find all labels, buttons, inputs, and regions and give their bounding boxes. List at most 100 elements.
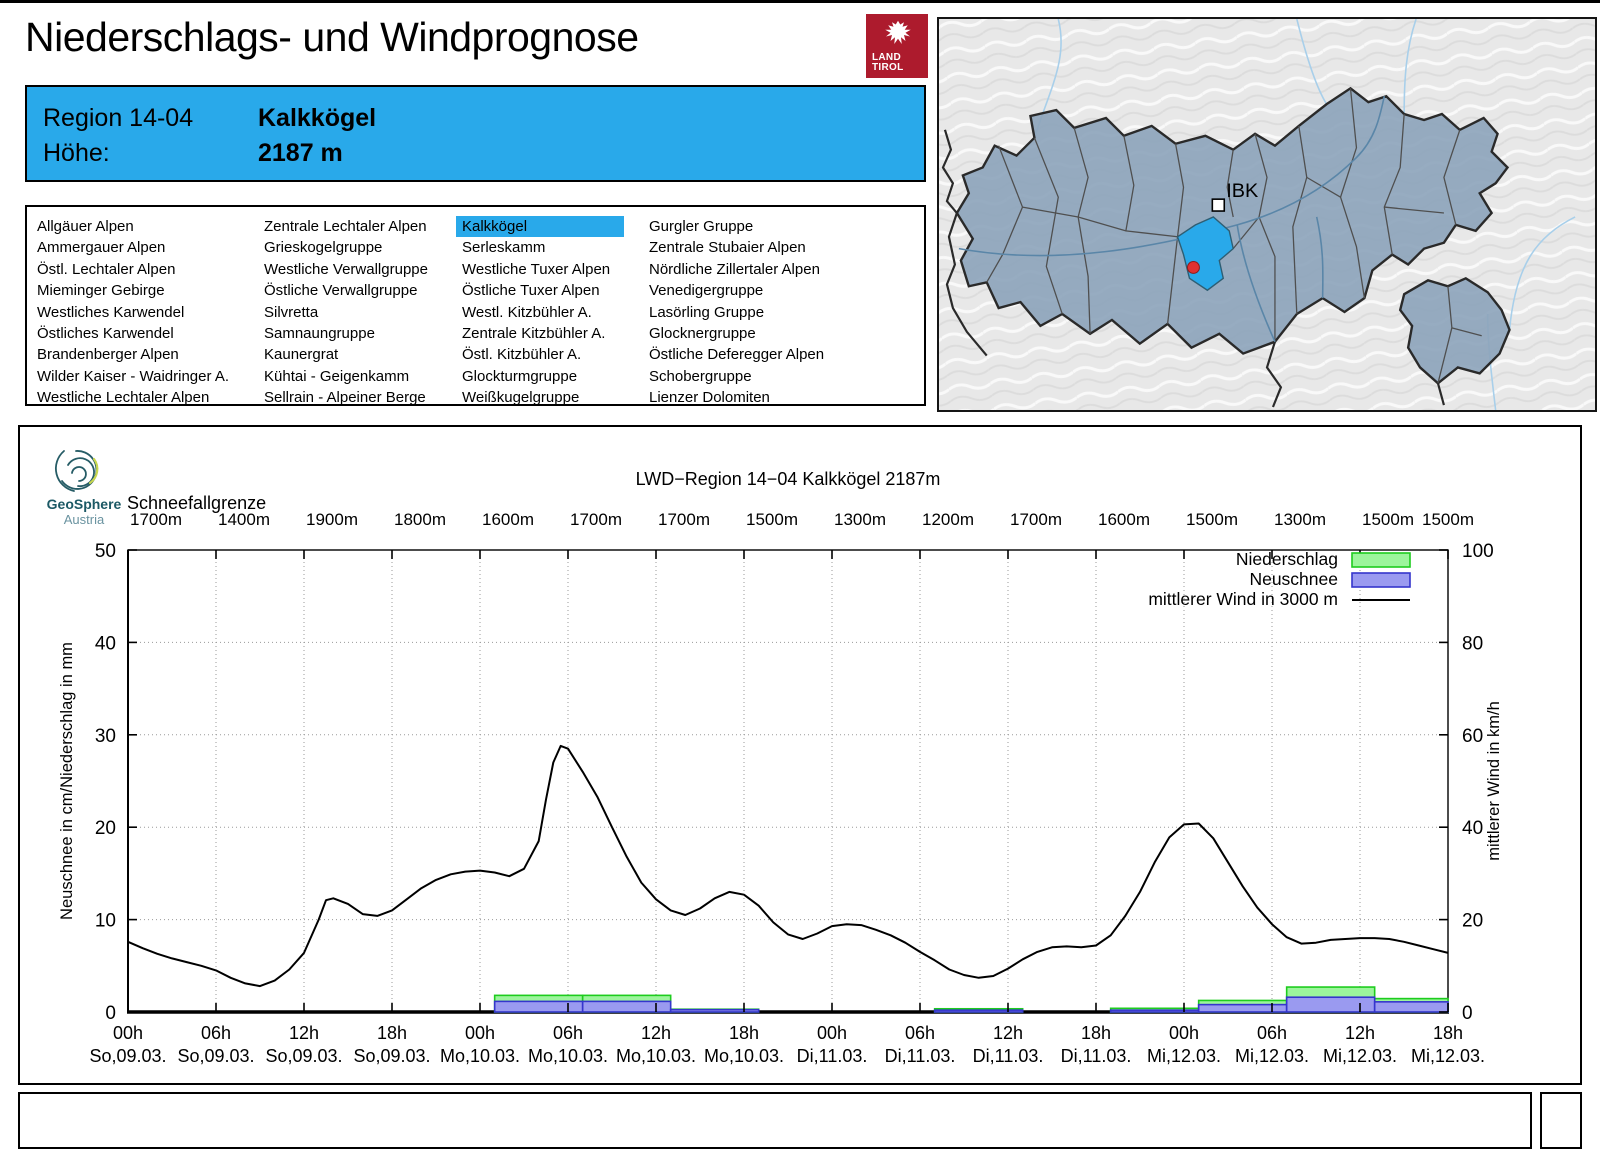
- snowline-value-label: 1700m: [658, 510, 710, 529]
- region-list-item[interactable]: Allgäuer Alpen: [37, 218, 134, 235]
- neuschnee-bar: [1109, 1009, 1200, 1013]
- region-list-item[interactable]: Zentrale Lechtaler Alpen: [264, 218, 427, 235]
- region-list-item[interactable]: Silvretta: [264, 303, 319, 321]
- region-list-item[interactable]: Mieminger Gebirge: [37, 282, 165, 300]
- logo-land-text: LAND: [872, 52, 901, 63]
- legend-label: Neuschnee: [1249, 569, 1338, 589]
- geosphere-name: GeoSphere: [47, 496, 122, 512]
- region-list-item[interactable]: Westliche Verwallgruppe: [264, 260, 428, 278]
- snowline-value-label: 1700m: [130, 510, 182, 529]
- x-tick-date-label: So,09.03.: [265, 1046, 342, 1066]
- region-list-item[interactable]: Östliche Deferegger Alpen: [649, 346, 825, 364]
- x-tick-time-label: 18h: [729, 1023, 759, 1043]
- snowline-value-label: 1500m: [1362, 510, 1414, 529]
- x-tick-time-label: 12h: [1345, 1023, 1375, 1043]
- tirol-overview-map[interactable]: IBK: [937, 17, 1597, 412]
- x-tick-date-label: Mi,12.03.: [1235, 1046, 1309, 1066]
- neuschnee-bar: [669, 1008, 760, 1013]
- region-list-item[interactable]: Sellrain - Alpeiner Berge: [264, 389, 426, 407]
- region-list-item[interactable]: Östliche Tuxer Alpen: [462, 282, 600, 300]
- region-list-item[interactable]: Östliche Verwallgruppe: [264, 282, 418, 300]
- y-tick-right-label: 100: [1462, 541, 1494, 562]
- region-list-item[interactable]: Lasörling Gruppe: [649, 303, 765, 321]
- region-list-item[interactable]: Östliches Karwendel: [37, 325, 174, 343]
- y-tick-left-label: 50: [95, 541, 116, 562]
- region-list-item[interactable]: Kühtai - Geigenkamm: [264, 367, 410, 385]
- snowline-value-label: 1900m: [306, 510, 358, 529]
- region-list-item[interactable]: Gurgler Gruppe: [649, 218, 754, 235]
- snowline-value-label: 1400m: [218, 510, 270, 529]
- snowline-row-label: Schneefallgrenze: [127, 493, 266, 513]
- y-tick-right-label: 60: [1462, 726, 1483, 747]
- x-tick-date-label: Mi,12.03.: [1411, 1046, 1485, 1066]
- x-tick-date-label: Di,11.03.: [797, 1046, 868, 1066]
- neuschnee-bar: [933, 1009, 1024, 1013]
- x-tick-date-label: Mi,12.03.: [1323, 1046, 1397, 1066]
- region-list-item[interactable]: Lienzer Dolomiten: [649, 389, 770, 407]
- chart-title: LWD−Region 14−04 Kalkkögel 2187m: [636, 469, 941, 489]
- region-list-item[interactable]: Kaunergrat: [264, 346, 339, 364]
- region-name-value: Kalkkögel: [258, 104, 377, 132]
- region-list-item[interactable]: Westliche Lechtaler Alpen: [37, 389, 210, 407]
- snowline-value-label: 1300m: [834, 510, 886, 529]
- map-ibk-marker: [1211, 198, 1226, 212]
- region-list-item[interactable]: Westl. Kitzbühler A.: [462, 303, 592, 321]
- snowline-value-label: 1300m: [1274, 510, 1326, 529]
- region-list-item[interactable]: Glocknergruppe: [649, 325, 756, 343]
- x-tick-time-label: 12h: [289, 1023, 319, 1043]
- region-list-item[interactable]: Ammergauer Alpen: [37, 239, 166, 257]
- tirol-eagle-icon: [883, 17, 913, 52]
- snowline-value-label: 1700m: [570, 510, 622, 529]
- forecast-chart: GeoSphere Austria LWD−Region 14−04 Kalkk…: [47, 450, 1503, 1066]
- region-list-column: Allgäuer Alpen Ammergauer Alpen Östl. Lech…: [31, 216, 258, 409]
- y-tick-left-label: 20: [95, 818, 116, 839]
- x-tick-time-label: 12h: [993, 1023, 1023, 1043]
- x-tick-time-label: 18h: [377, 1023, 407, 1043]
- map-osttirol-regions[interactable]: [1398, 277, 1511, 385]
- x-tick-time-label: 12h: [641, 1023, 671, 1043]
- y-axis-right-title: mittlerer Wind in km/h: [1485, 701, 1503, 861]
- region-list-item[interactable]: Zentrale Stubaier Alpen: [649, 239, 806, 257]
- neuschnee-bar: [1373, 1001, 1449, 1013]
- y-tick-right-label: 80: [1462, 633, 1483, 654]
- region-list-item[interactable]: Weißkugelgruppe: [462, 389, 580, 407]
- map-nordtirol-regions[interactable]: [955, 86, 1510, 355]
- region-list-item[interactable]: Samnaungruppe: [264, 325, 375, 343]
- region-list-item[interactable]: Westliche Tuxer Alpen: [462, 260, 611, 278]
- x-tick-date-label: Mi,12.03.: [1147, 1046, 1221, 1066]
- region-list-item[interactable]: Östl. Lechtaler Alpen: [37, 260, 176, 278]
- region-list-item[interactable]: Brandenberger Alpen: [37, 346, 179, 364]
- region-list-item[interactable]: Nördliche Zillertaler Alpen: [649, 260, 820, 278]
- altitude-value: 2187 m: [258, 139, 343, 167]
- snowline-value-label: 1500m: [746, 510, 798, 529]
- region-list-item-selected[interactable]: Kalkkögel: [456, 216, 624, 238]
- x-tick-time-label: 18h: [1433, 1023, 1463, 1043]
- y-tick-left-label: 30: [95, 726, 116, 747]
- x-tick-date-label: Mo,10.03.: [528, 1046, 608, 1066]
- region-list-item[interactable]: Wilder Kaiser - Waidringer A.: [37, 367, 229, 385]
- snowline-value-label: 1200m: [922, 510, 974, 529]
- legend-swatch: [1351, 552, 1411, 568]
- region-list-item[interactable]: Westliches Karwendel: [37, 303, 185, 321]
- map-region-borders: [986, 88, 1482, 384]
- map-svg: IBK: [939, 18, 1595, 411]
- map-station-dot: [1186, 261, 1200, 274]
- x-tick-time-label: 00h: [1169, 1023, 1199, 1043]
- region-number-label: Region 14-04: [43, 104, 194, 132]
- y-axis-left-title: Neuschnee in cm/Niederschlag in mm: [58, 642, 76, 920]
- x-tick-date-label: Mo,10.03.: [616, 1046, 696, 1066]
- region-list-item[interactable]: Zentrale Kitzbühler A.: [462, 325, 606, 343]
- x-tick-time-label: 00h: [465, 1023, 495, 1043]
- geosphere-logo: GeoSphere Austria: [47, 450, 122, 527]
- wind-line: [127, 744, 1449, 988]
- region-list-item[interactable]: Glockturmgruppe: [462, 367, 578, 385]
- region-list-item[interactable]: Serleskamm: [462, 239, 546, 257]
- x-tick-date-label: Di,11.03.: [1061, 1046, 1132, 1066]
- region-list-item[interactable]: Venedigergruppe: [649, 282, 764, 300]
- legend-swatch: [1351, 572, 1411, 588]
- region-list-item[interactable]: Schobergruppe: [649, 367, 752, 385]
- snowline-value-label: 1600m: [1098, 510, 1150, 529]
- region-list-item[interactable]: Östl. Kitzbühler A.: [462, 346, 582, 364]
- region-list-item[interactable]: Grieskogelgruppe: [264, 239, 383, 257]
- page-title: Niederschlags- und Windprognose: [25, 14, 639, 60]
